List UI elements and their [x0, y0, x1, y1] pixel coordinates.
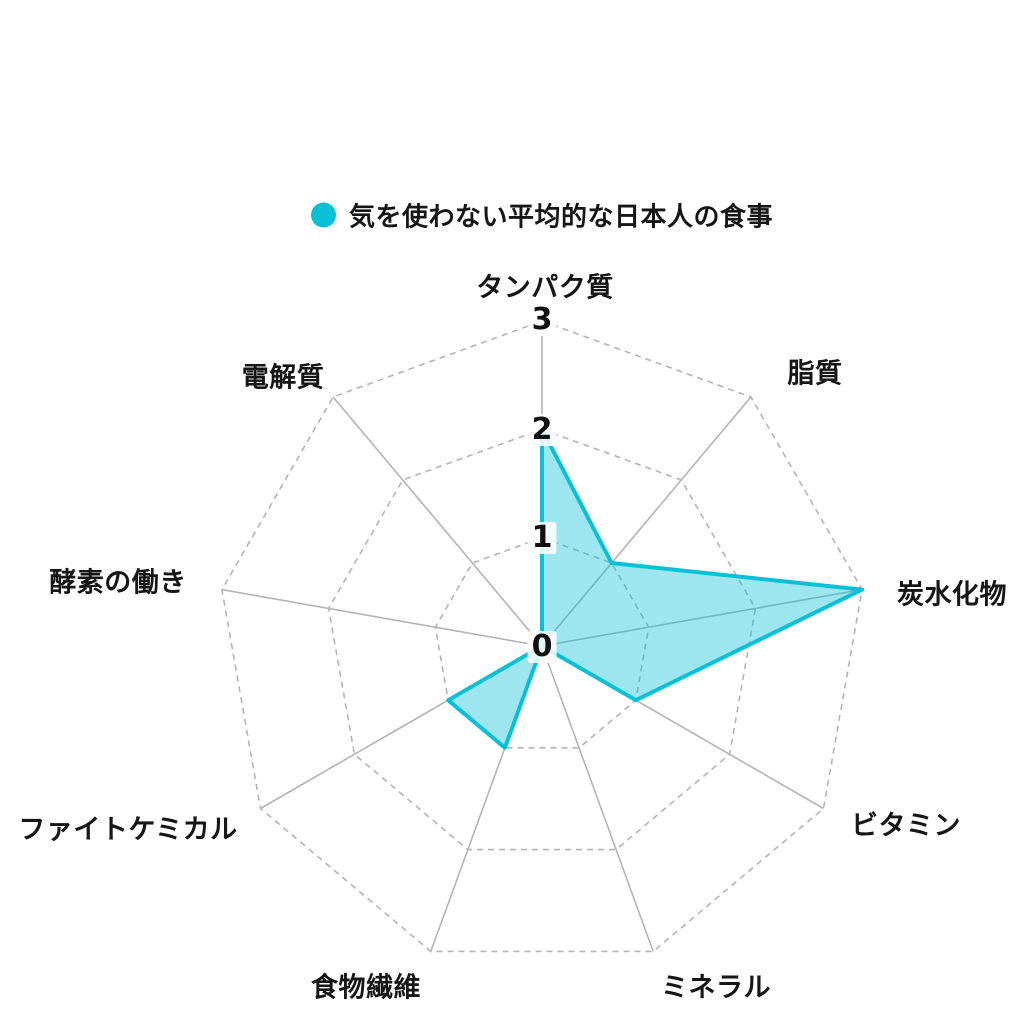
tick-label-3: 3: [527, 304, 557, 336]
tick-label-0: 0: [527, 631, 557, 663]
legend-item[interactable]: 気を使わない平均的な日本人の食事: [310, 197, 774, 234]
axis-label-enzyme-activity: 酵素の働き: [49, 567, 187, 599]
radar-series-polygon: [446, 427, 865, 750]
legend-circle-icon: [310, 202, 336, 228]
axis-label-mineral: ミネラル: [661, 972, 771, 1004]
tick-label-2: 2: [527, 414, 557, 446]
radar-grid-rings: [221, 320, 863, 953]
axis-label-protein: タンパク質: [476, 272, 614, 304]
axis-label-fat: 脂質: [787, 358, 843, 390]
legend-label: 気を使わない平均的な日本人の食事: [348, 202, 774, 233]
axis-label-vitamin: ビタミン: [851, 810, 961, 842]
axis-label-carbohydrate: 炭水化物: [897, 579, 1007, 611]
axis-label-dietary-fiber: 食物繊維: [311, 972, 421, 1004]
tick-label-1: 1: [527, 522, 557, 554]
axis-label-phytochemical: ファイトケミカル: [18, 814, 238, 846]
axis-label-electrolyte: 電解質: [241, 362, 325, 394]
